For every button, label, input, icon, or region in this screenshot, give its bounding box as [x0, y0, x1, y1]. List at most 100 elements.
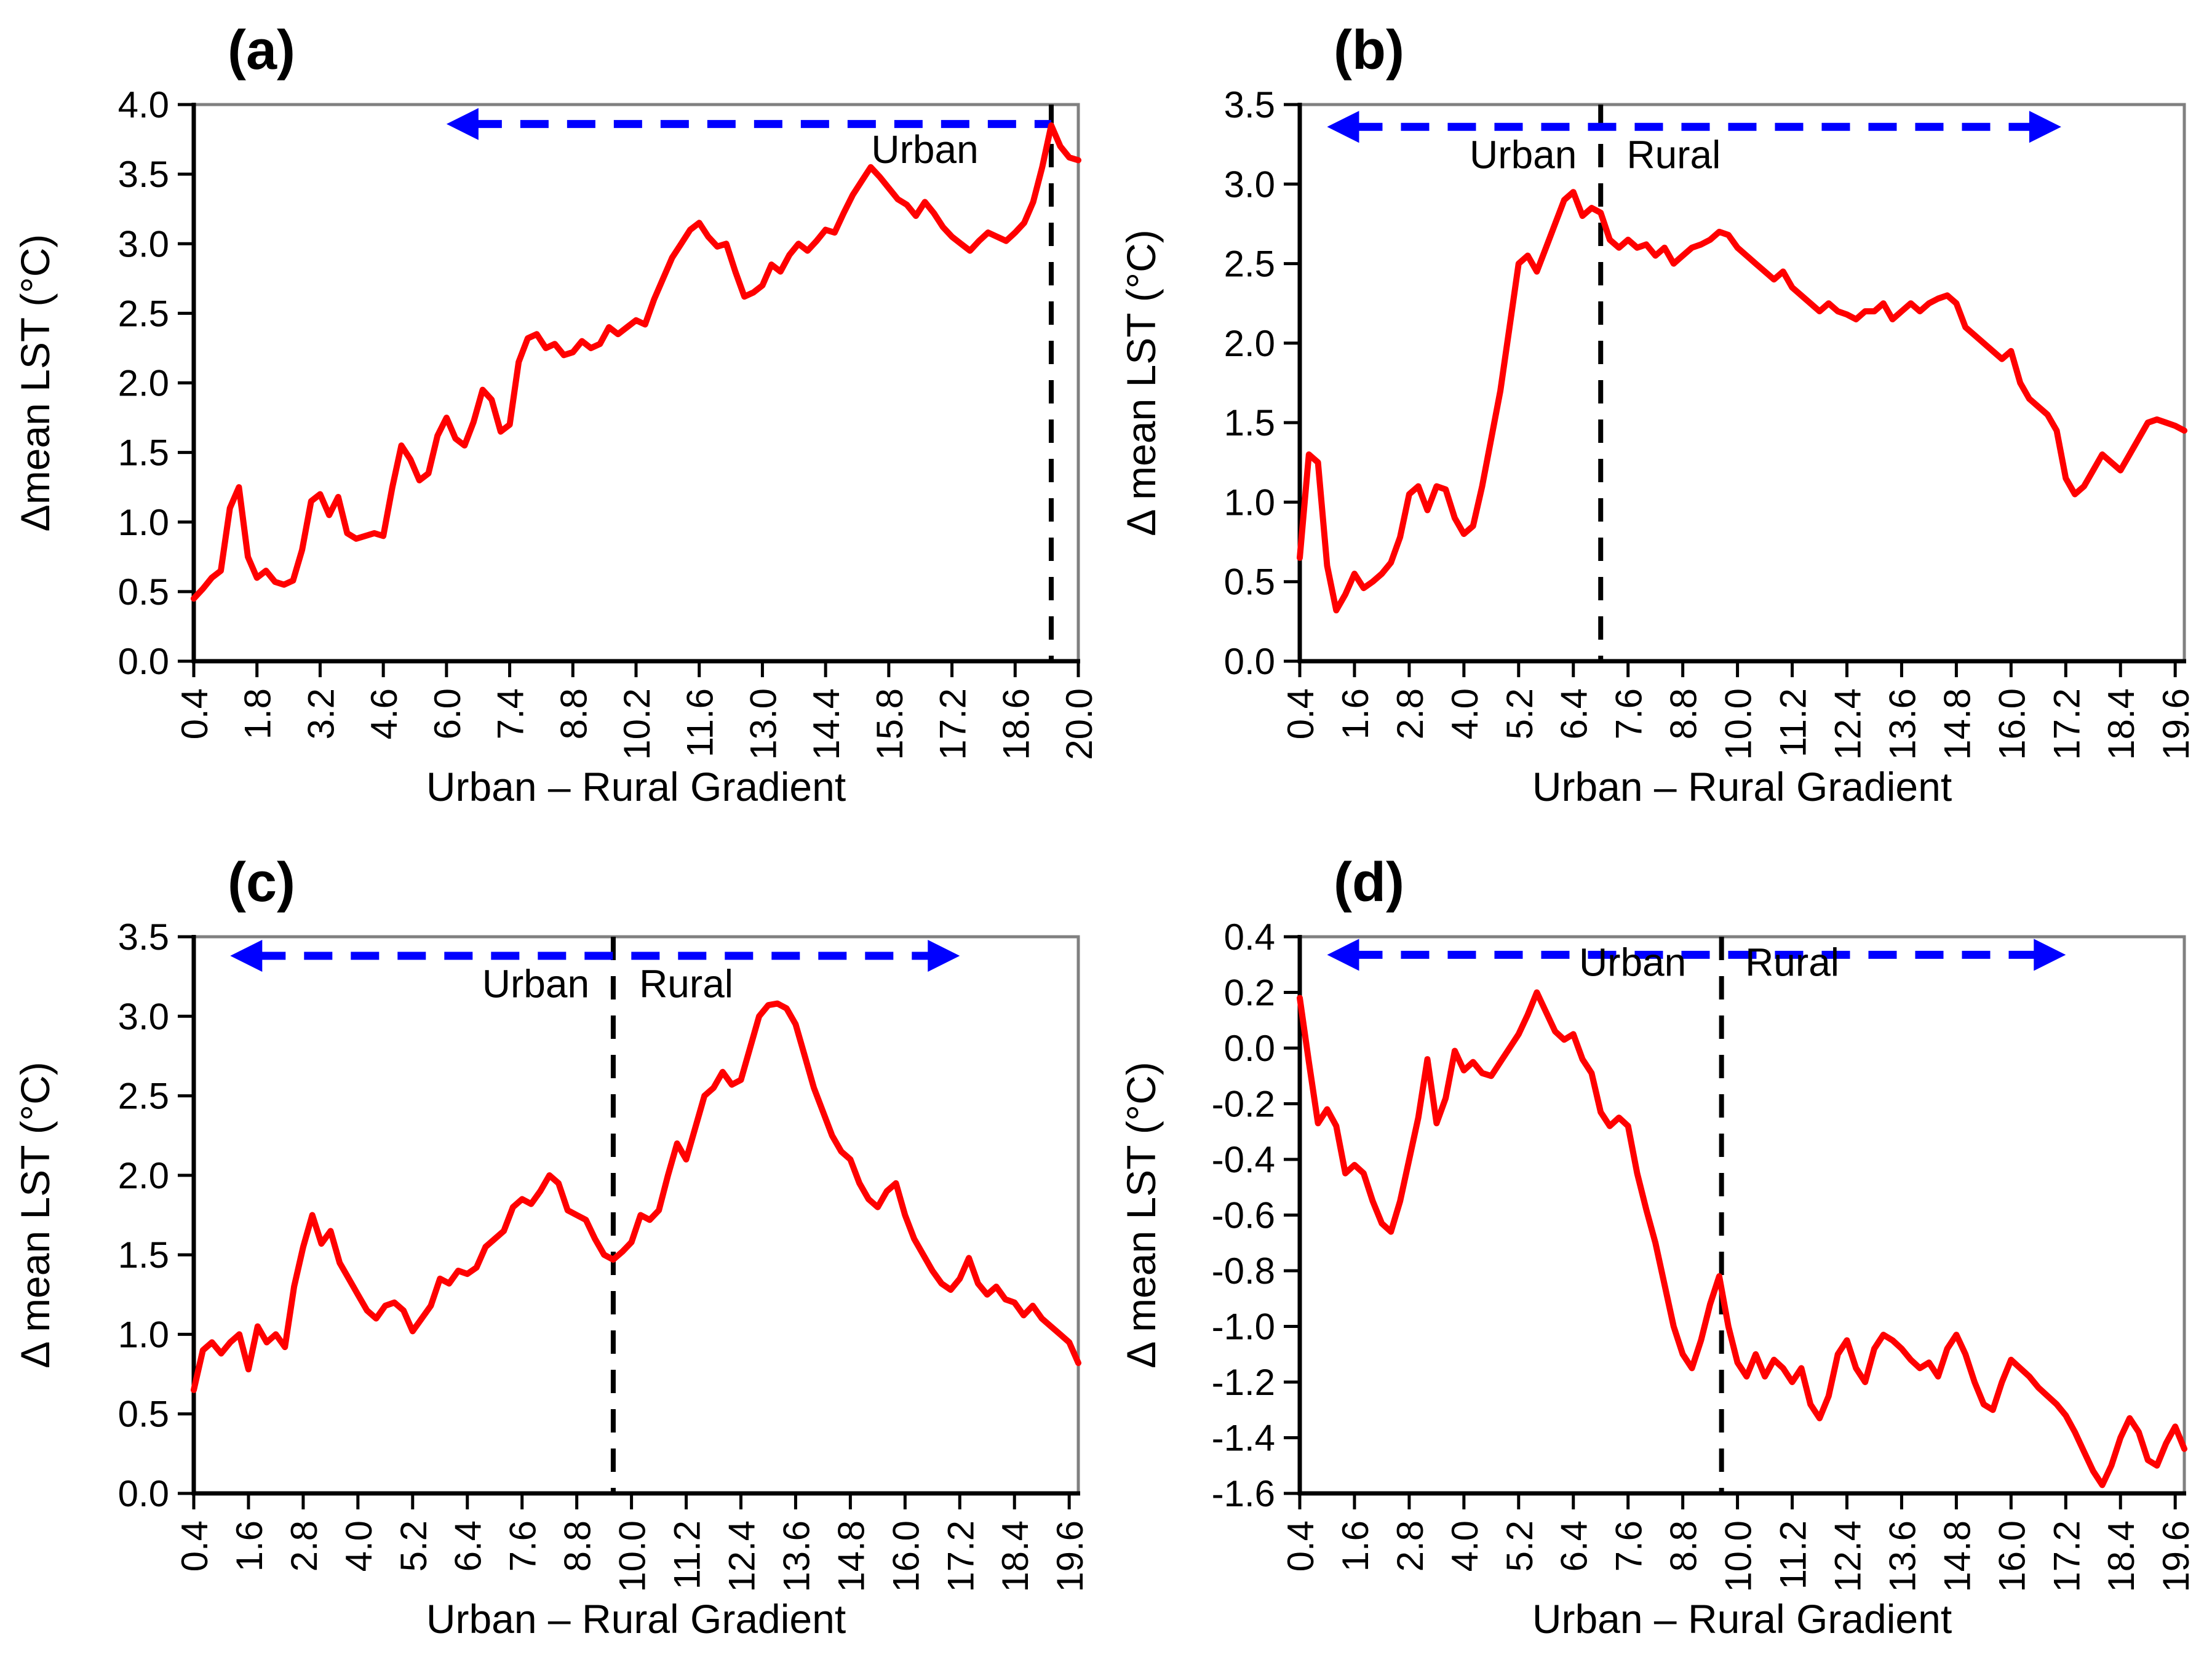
y-tick-label: 2.0	[118, 1155, 169, 1196]
x-tick-label: 1.8	[237, 688, 279, 739]
x-tick-label: 14.4	[806, 688, 847, 760]
panel-c: 0.0 0.5 1.0 1.5 2.0 2.5 3.0 3.5 0.4 1.6 2.8 4.0 5.2 6…	[0, 832, 1106, 1664]
y-tick-label: 2.0	[118, 363, 169, 404]
y-tick-label: -1.6	[1212, 1473, 1275, 1514]
y-tick-label: -0.2	[1212, 1084, 1275, 1125]
y-tick-label: -1.2	[1212, 1362, 1275, 1403]
x-tick-label: 7.6	[1609, 1520, 1650, 1572]
x-tick-label: 12.4	[1827, 1520, 1868, 1592]
urban-region-label: Urban	[871, 127, 978, 172]
x-tick-label: 13.6	[1882, 688, 1923, 760]
y-axis-title: Δ mean LST (°C)	[12, 1062, 58, 1368]
y-tick-label: 1.0	[1224, 482, 1275, 523]
x-tick-label: 0.4	[174, 688, 215, 739]
y-tick-label: 3.5	[1224, 84, 1275, 125]
y-tick-label: 3.5	[118, 916, 169, 958]
rural-region-label: Rural	[1745, 940, 1839, 984]
rural-region-label: Rural	[1626, 132, 1721, 177]
x-tick-label: 18.6	[995, 688, 1036, 760]
y-tick-label: -1.0	[1212, 1306, 1275, 1348]
x-tick-label: 20.0	[1059, 688, 1100, 760]
y-tick-label: 3.0	[1224, 164, 1275, 205]
y-tick-label: 0.5	[1224, 562, 1275, 603]
x-tick-label: 19.6	[2155, 688, 2197, 760]
x-tick-label: 13.0	[742, 688, 784, 760]
panel-d: -1.6 -1.4 -1.2 -1.0 -0.8 -0.6 -0.4 -0.2 0.0 0.2 0.…	[1106, 832, 2212, 1664]
panel-letter: (c)	[228, 852, 295, 913]
x-tick-label: 7.6	[503, 1520, 544, 1572]
x-tick-label: 1.6	[1335, 1520, 1376, 1572]
y-tick-label: 4.0	[118, 84, 169, 125]
x-tick-label: 4.0	[1444, 688, 1486, 739]
x-tick-label: 15.8	[869, 688, 910, 760]
plot-area-frame	[192, 103, 1080, 663]
x-tick-label: 5.2	[1499, 688, 1540, 739]
x-tick-label: 14.8	[1936, 1520, 1978, 1592]
x-axis-title: Urban – Rural Gradient	[426, 1596, 846, 1642]
x-tick-label: 0.4	[1280, 1520, 1321, 1572]
panel-letter: (b)	[1334, 20, 1404, 81]
x-tick-label: 7.4	[490, 688, 531, 739]
y-tick-label: 3.0	[118, 996, 169, 1037]
x-tick-label: 18.4	[2101, 1520, 2142, 1592]
x-tick-label: 10.0	[1718, 1520, 1759, 1592]
arrow-left-head-icon	[230, 940, 263, 972]
x-tick-label: 11.6	[680, 688, 721, 757]
y-tick-label: -0.8	[1212, 1250, 1275, 1292]
y-tick-label: 2.0	[1224, 323, 1275, 364]
x-tick-label: 8.8	[553, 688, 594, 739]
x-tick-label: 10.0	[612, 1520, 653, 1592]
urban-region-label: Urban	[1579, 940, 1686, 984]
x-tick-label: 14.8	[830, 1520, 872, 1592]
x-tick-label: 0.4	[1280, 688, 1321, 739]
x-tick-label: 19.6	[2155, 1520, 2197, 1592]
x-tick-label: 13.6	[776, 1520, 817, 1592]
x-tick-label: 7.6	[1609, 688, 1650, 739]
plot-area-frame	[192, 935, 1080, 1495]
y-tick-label: -0.6	[1212, 1195, 1275, 1236]
x-tick-label: 17.2	[940, 1520, 981, 1592]
x-tick-label: 6.0	[427, 688, 468, 739]
y-tick-label: 1.5	[1224, 402, 1275, 443]
lst-gradient-line	[191, 122, 1081, 602]
lst-gradient-line	[1297, 189, 2187, 614]
x-tick-label: 8.8	[1663, 688, 1705, 739]
x-tick-label: 17.2	[2046, 688, 2087, 760]
x-tick-label: 1.6	[229, 1520, 270, 1572]
x-tick-label: 11.2	[667, 1520, 708, 1589]
x-tick-label: 12.4	[1827, 688, 1868, 760]
urban-region-label: Urban	[1470, 132, 1577, 177]
panel-letter: (d)	[1334, 852, 1404, 913]
x-tick-label: 16.0	[885, 1520, 926, 1592]
x-tick-label: 17.2	[2046, 1520, 2087, 1592]
panel-d-chart: -1.6 -1.4 -1.2 -1.0 -0.8 -0.6 -0.4 -0.2 0.0 0.2 0.…	[1118, 852, 2197, 1642]
y-tick-label: 1.5	[118, 432, 169, 474]
arrow-right-head-icon	[2034, 939, 2066, 971]
plot-area-frame	[1298, 103, 2186, 663]
x-tick-label: 3.2	[300, 688, 341, 739]
x-tick-label: 13.6	[1882, 1520, 1923, 1592]
y-tick-label: 0.0	[1224, 641, 1275, 682]
panel-a-chart: 0.0 0.5 1.0 1.5 2.0 2.5 3.0 3.5 4.0 0.4 1.8 3.2 4.6 6…	[12, 20, 1100, 809]
y-tick-label: -1.4	[1212, 1418, 1275, 1459]
x-tick-label: 18.4	[2101, 688, 2142, 760]
arrow-left-head-icon	[1327, 111, 1359, 143]
y-tick-label: 0.4	[1224, 916, 1275, 958]
x-axis-title: Urban – Rural Gradient	[1532, 764, 1952, 809]
x-tick-label: 2.8	[1390, 1520, 1431, 1572]
lst-gradient-line	[191, 1000, 1081, 1393]
x-tick-label: 5.2	[393, 1520, 434, 1572]
x-tick-label: 4.6	[364, 688, 405, 739]
panel-b-chart: 0.0 0.5 1.0 1.5 2.0 2.5 3.0 3.5 0.4 1.6 2.8 4.0 5.2 6…	[1118, 20, 2197, 809]
x-axis-title: Urban – Rural Gradient	[1532, 1596, 1952, 1642]
x-tick-label: 19.6	[1049, 1520, 1091, 1592]
x-tick-label: 2.8	[284, 1520, 325, 1572]
arrow-right-head-icon	[2029, 111, 2061, 143]
y-tick-label: 0.5	[118, 1394, 169, 1435]
x-tick-label: 1.6	[1335, 688, 1376, 739]
arrow-right-head-icon	[928, 940, 960, 972]
x-tick-label: 8.8	[557, 1520, 599, 1572]
arrow-left-head-icon	[1327, 939, 1359, 971]
y-tick-label: 2.5	[118, 293, 169, 334]
